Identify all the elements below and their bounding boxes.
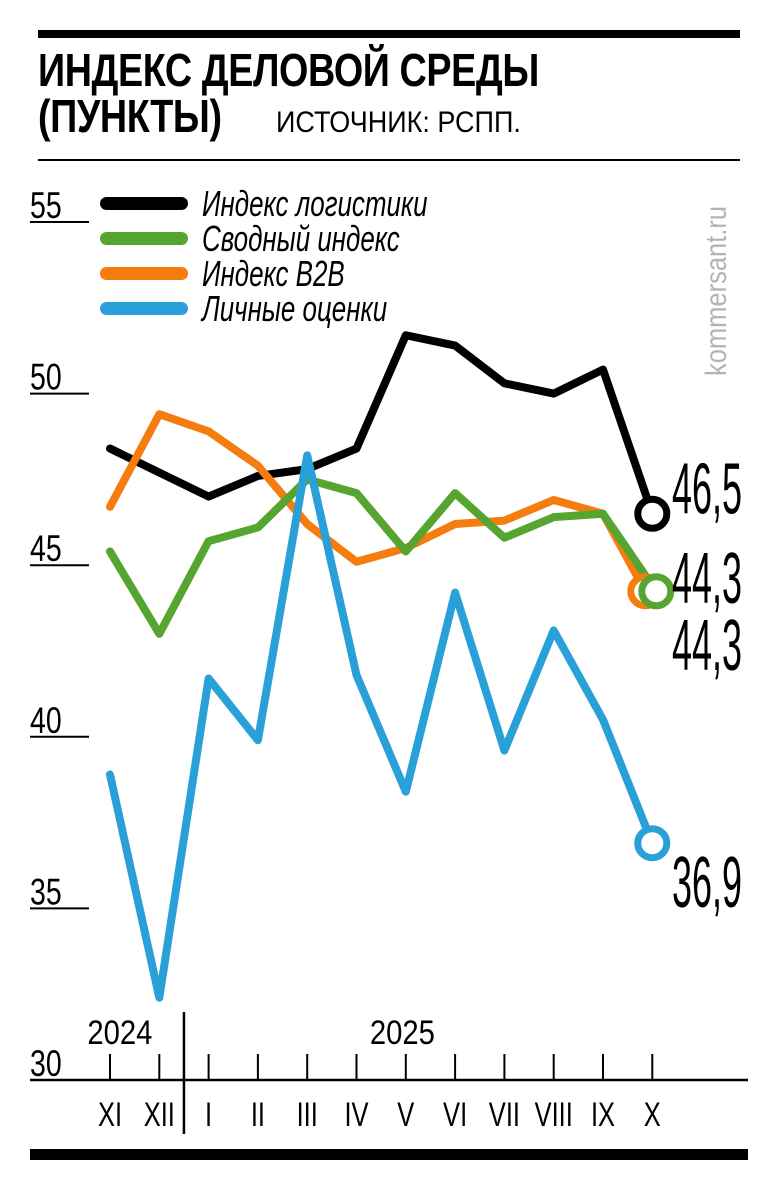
x-tick-label: I [205, 1097, 212, 1134]
legend-item-b2b: Индекс B2B [100, 253, 515, 294]
legend-item-logistics: Индекс логистики [100, 183, 515, 224]
legend-label-b2b: Индекс B2B [202, 252, 345, 294]
end-value-label-1: 44,3 [672, 606, 742, 687]
x-tick-label: X [644, 1097, 661, 1134]
page-title-line1: ИНДЕКС ДЕЛОВОЙ СРЕДЫ [38, 47, 649, 93]
end-marker-0 [634, 495, 671, 532]
page-title-text2: (ПУНКТЫ) [38, 90, 222, 142]
y-tick-label: 45 [30, 528, 62, 569]
x-tick-label: IX [591, 1097, 615, 1134]
top-rule [38, 30, 740, 38]
series-line-1 [106, 475, 661, 638]
x-tick-label: VI [443, 1097, 467, 1134]
year-label: 2024 [87, 1013, 152, 1052]
x-tick-label: III [297, 1097, 318, 1134]
y-tick-label: 30 [30, 1042, 62, 1083]
legend-label-composite: Сводный индекс [202, 217, 400, 259]
watermark: kommersant.ru [700, 205, 733, 376]
x-tick-label: IV [344, 1097, 368, 1134]
x-tick-label: V [397, 1097, 414, 1134]
y-tick-label: 50 [30, 356, 62, 397]
series-line-3 [106, 451, 657, 1002]
legend-swatch-b2b [100, 267, 188, 280]
end-value-label-3: 36,9 [672, 843, 742, 924]
x-tick-label: VII [489, 1097, 520, 1134]
legend-swatch-composite [100, 232, 188, 245]
legend-item-personal: Личные оценки [100, 288, 515, 329]
page-title-line2: (ПУНКТЫ) ИСТОЧНИК: РСПП. [38, 93, 548, 139]
page-title-text1: ИНДЕКС ДЕЛОВОЙ СРЕДЫ [38, 44, 539, 96]
header-divider [38, 159, 740, 161]
legend-label-personal: Личные оценки [202, 287, 388, 329]
end-value-label-2: 44,3 [672, 539, 742, 620]
y-tick-label: 40 [30, 699, 62, 740]
legend-label-logistics: Индекс логистики [202, 182, 428, 224]
series-line-2 [106, 410, 650, 596]
end-marker-1 [638, 573, 675, 610]
x-tick-label: XII [144, 1097, 175, 1134]
y-tick-label: 55 [30, 184, 62, 225]
end-marker-3 [634, 825, 671, 862]
series-line-0 [106, 331, 657, 518]
x-tick-label: XI [98, 1097, 122, 1134]
chart-legend: Индекс логистики Сводный индекс Индекс B… [100, 183, 515, 329]
bottom-rule [30, 1149, 748, 1160]
legend-swatch-logistics [100, 197, 188, 210]
year-label: 2025 [370, 1013, 435, 1052]
source-label: ИСТОЧНИК: РСПП. [275, 106, 521, 139]
x-tick-label: II [251, 1097, 265, 1134]
y-tick-label: 35 [30, 871, 62, 912]
end-value-label-0: 46,5 [672, 449, 742, 530]
legend-swatch-personal [100, 302, 188, 315]
legend-item-composite: Сводный индекс [100, 218, 515, 259]
x-tick-label: VIII [535, 1097, 573, 1134]
